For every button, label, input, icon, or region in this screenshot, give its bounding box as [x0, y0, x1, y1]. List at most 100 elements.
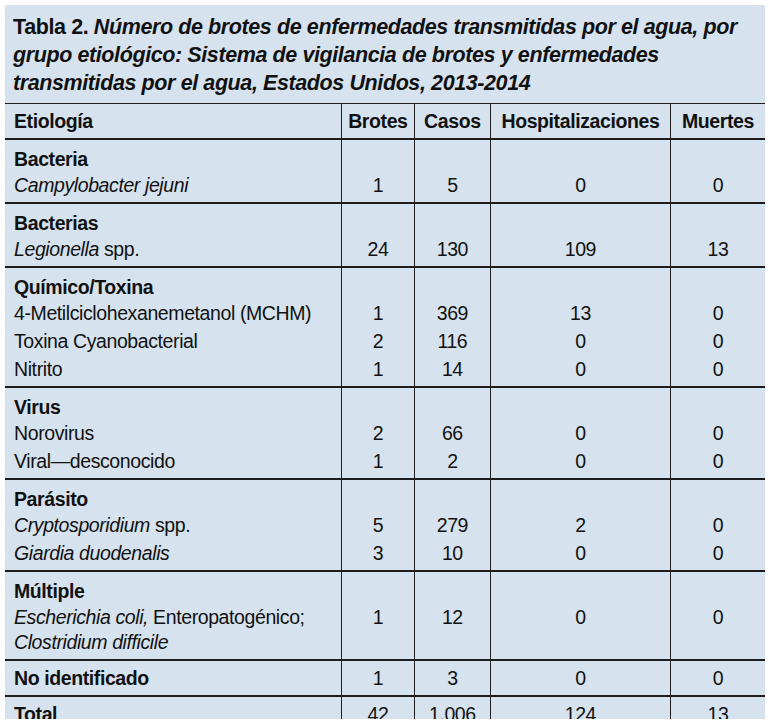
brotes-value	[341, 388, 414, 420]
hospitalizaciones-value: 124	[490, 697, 670, 719]
muertes-value	[670, 268, 765, 300]
hospitalizaciones-value: 2	[490, 512, 670, 540]
etiology-label: Giardia duodenalis	[5, 540, 341, 572]
casos-value: 2	[414, 448, 490, 480]
muertes-value: 0	[670, 661, 765, 697]
group-header-row: Parásito	[5, 480, 765, 512]
casos-value: 5	[414, 172, 490, 204]
table-row: Nitrito11400	[5, 356, 765, 388]
etiology-label-part: Bacterias	[14, 212, 98, 234]
hospitalizaciones-value: 0	[490, 540, 670, 572]
brotes-value: 5	[341, 512, 414, 540]
etiology-label: 4-Metilciclohexanemetanol (MCHM)	[5, 300, 341, 328]
column-header-casos: Casos	[414, 103, 490, 140]
etiology-label-part: Campylobacter jejuni	[14, 174, 188, 196]
brotes-value	[341, 480, 414, 512]
hospitalizaciones-value: 109	[490, 236, 670, 268]
etiology-label-part: Giardia duodenalis	[14, 542, 169, 564]
hospitalizaciones-value: 0	[490, 172, 670, 204]
hospitalizaciones-value: 0	[490, 420, 670, 448]
group-header-row: Bacterias	[5, 204, 765, 236]
table-row: Escherichia coli, Enteropatogénico;Clost…	[5, 604, 765, 661]
etiology-label-part: Enteropatogénico;	[148, 606, 305, 628]
casos-value	[414, 140, 490, 172]
table-row: Cryptosporidium spp.527920	[5, 512, 765, 540]
etiology-label: Legionella spp.	[5, 236, 341, 268]
etiology-label-part: Escherichia coli,	[14, 606, 148, 628]
brotes-value: 24	[341, 236, 414, 268]
table-title: Tabla 2. Número de brotes de enfermedade…	[5, 5, 765, 103]
brotes-value: 2	[341, 328, 414, 356]
muertes-value: 0	[670, 356, 765, 388]
etiology-label-part: Norovirus	[14, 422, 94, 444]
muertes-value	[670, 480, 765, 512]
column-header-brotes: Brotes	[341, 103, 414, 140]
table-title-prefix: Tabla 2.	[13, 15, 94, 39]
etiology-label-part: Legionella	[14, 238, 99, 260]
hospitalizaciones-value	[490, 268, 670, 300]
etiology-label-part: Nitrito	[14, 358, 62, 380]
casos-value: 1,006	[414, 697, 490, 719]
etiology-label: Campylobacter jejuni	[5, 172, 341, 204]
muertes-value	[670, 204, 765, 236]
muertes-value	[670, 388, 765, 420]
etiology-label-part: Total	[14, 703, 57, 719]
column-header-etiologia: Etiología	[5, 103, 341, 140]
muertes-value: 0	[670, 300, 765, 328]
brotes-value: 3	[341, 540, 414, 572]
table-row: Norovirus26600	[5, 420, 765, 448]
brotes-value	[341, 140, 414, 172]
header-row: Etiología Brotes Casos Hospitalizaciones…	[5, 103, 765, 140]
brotes-value: 1	[341, 172, 414, 204]
etiology-label-part: Múltiple	[14, 580, 84, 602]
brotes-value: 1	[341, 448, 414, 480]
casos-value: 369	[414, 300, 490, 328]
etiology-label-part: Cryptosporidium	[14, 514, 150, 536]
group-header-row: Múltiple	[5, 572, 765, 604]
hospitalizaciones-value	[490, 480, 670, 512]
casos-value: 3	[414, 661, 490, 697]
brotes-value: 1	[341, 356, 414, 388]
etiology-label-part: Químico/Toxina	[14, 276, 153, 298]
muertes-value: 0	[670, 512, 765, 540]
hospitalizaciones-value	[490, 388, 670, 420]
group-header-row: Químico/Toxina	[5, 268, 765, 300]
brotes-value: 2	[341, 420, 414, 448]
muertes-value: 0	[670, 540, 765, 572]
column-header-hospitalizaciones: Hospitalizaciones	[490, 103, 670, 140]
etiology-label: Norovirus	[5, 420, 341, 448]
table-title-text: Número de brotes de enfermedades transmi…	[13, 15, 737, 95]
etiology-label-part: Parásito	[14, 488, 88, 510]
hospitalizaciones-value	[490, 572, 670, 604]
etiology-label: Total	[5, 697, 341, 719]
muertes-value: 0	[670, 328, 765, 356]
muertes-value: 0	[670, 420, 765, 448]
casos-value	[414, 572, 490, 604]
etiology-label: Nitrito	[5, 356, 341, 388]
hospitalizaciones-value	[490, 204, 670, 236]
etiology-label-part: 4-Metilciclohexanemetanol (MCHM)	[14, 302, 311, 324]
etiology-label: Parásito	[5, 480, 341, 512]
etiology-label: Bacterias	[5, 204, 341, 236]
casos-value: 130	[414, 236, 490, 268]
hospitalizaciones-value: 0	[490, 661, 670, 697]
group-header-row: Bacteria	[5, 140, 765, 172]
group-header-row: Virus	[5, 388, 765, 420]
muertes-value: 0	[670, 172, 765, 204]
brotes-value: 1	[341, 300, 414, 328]
etiology-label-part: spp.	[99, 238, 139, 260]
brotes-value	[341, 204, 414, 236]
casos-value: 66	[414, 420, 490, 448]
hospitalizaciones-value: 0	[490, 356, 670, 388]
etiology-label: Cryptosporidium spp.	[5, 512, 341, 540]
muertes-value	[670, 572, 765, 604]
etiology-label-part: Bacteria	[14, 148, 88, 170]
casos-value: 10	[414, 540, 490, 572]
etiology-label: Químico/Toxina	[5, 268, 341, 300]
column-header-muertes: Muertes	[670, 103, 765, 140]
table-panel: Tabla 2. Número de brotes de enfermedade…	[5, 5, 765, 719]
casos-value	[414, 204, 490, 236]
etiology-label-part: Toxina Cyanobacterial	[14, 330, 197, 352]
casos-value: 12	[414, 604, 490, 661]
etiology-label: Virus	[5, 388, 341, 420]
